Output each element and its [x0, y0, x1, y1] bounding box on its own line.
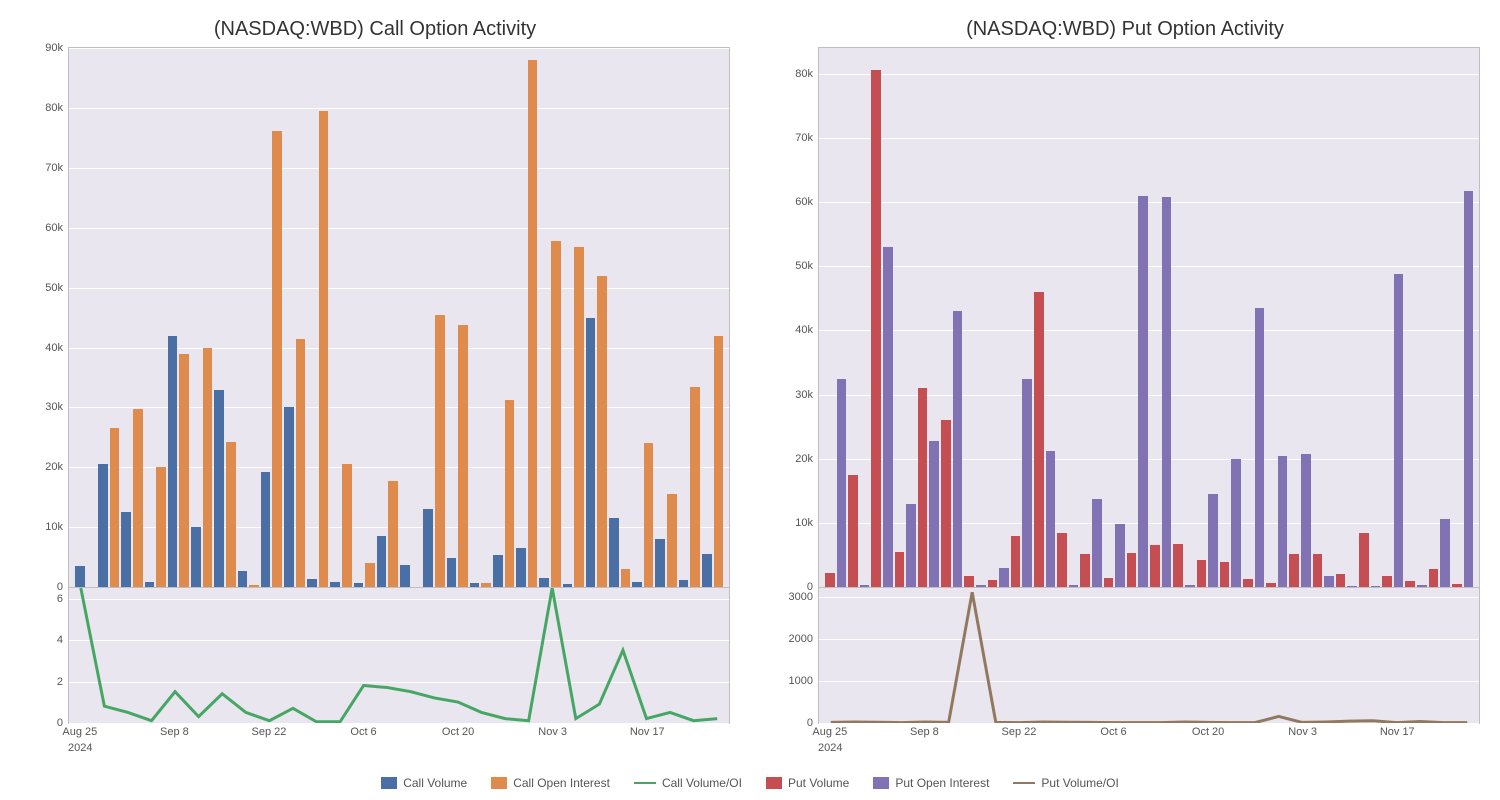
- legend-put-ratio: Put Volume/OI: [1013, 776, 1118, 790]
- call-ratio-plot: 0246: [68, 587, 730, 724]
- put-option-panel: (NASDAQ:WBD) Put Option Activity 010k20k…: [770, 10, 1480, 770]
- put-ratio-plot: 0100020003000: [818, 587, 1480, 724]
- legend: Call Volume Call Open Interest Call Volu…: [20, 770, 1480, 800]
- call-option-panel: (NASDAQ:WBD) Call Option Activity 010k20…: [20, 10, 730, 770]
- legend-call-ratio: Call Volume/OI: [634, 776, 742, 790]
- put-bar-plot: 010k20k30k40k50k60k70k80k: [818, 47, 1480, 587]
- legend-put-volume: Put Volume: [766, 776, 849, 790]
- swatch-call-ratio: [634, 782, 656, 784]
- swatch-call-oi: [491, 777, 507, 789]
- swatch-call-volume: [381, 777, 397, 789]
- swatch-put-oi: [873, 777, 889, 789]
- legend-put-oi: Put Open Interest: [873, 776, 989, 790]
- put-title: (NASDAQ:WBD) Put Option Activity: [770, 18, 1480, 41]
- call-title: (NASDAQ:WBD) Call Option Activity: [20, 18, 730, 41]
- legend-call-volume: Call Volume: [381, 776, 467, 790]
- call-bar-plot: 010k20k30k40k50k60k70k80k90k: [68, 47, 730, 587]
- put-xaxis: Aug 25Sep 8Sep 22Oct 6Oct 20Nov 3Nov 172…: [818, 724, 1480, 770]
- swatch-put-volume: [766, 777, 782, 789]
- swatch-put-ratio: [1013, 782, 1035, 784]
- legend-call-oi: Call Open Interest: [491, 776, 610, 790]
- call-xaxis: Aug 25Sep 8Sep 22Oct 6Oct 20Nov 3Nov 172…: [68, 724, 730, 770]
